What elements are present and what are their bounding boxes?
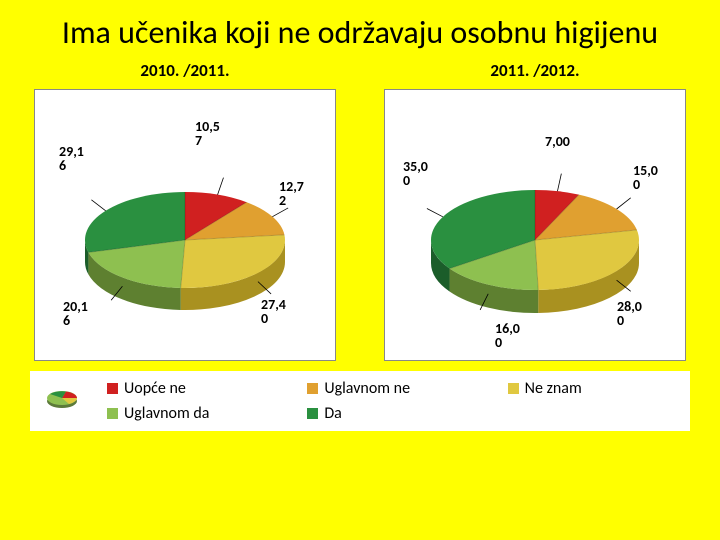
slice-label: 16,0 0	[495, 322, 520, 350]
legend-grid: Uopće ne Uglavnom ne Ne znam Uglavnom da Da	[107, 379, 678, 423]
slice-label: 20,1 6	[63, 300, 88, 328]
slice-label: 15,0 0	[633, 164, 658, 192]
legend-mini-pie-icon	[42, 387, 82, 416]
legend-swatch	[307, 383, 318, 394]
charts-row: 2010. /2011. 10,5 7 12,7 2 27,4 0 20,1 6 29,…	[0, 55, 720, 361]
legend-swatch	[508, 383, 519, 394]
legend-label: Ne znam	[525, 379, 582, 398]
slice-label: 35,0 0	[403, 160, 428, 188]
chart-column-left: 2010. /2011. 10,5 7 12,7 2 27,4 0 20,1 6 29,…	[20, 55, 350, 361]
legend-label: Uglavnom ne	[324, 379, 410, 398]
slice-label: 28,0 0	[617, 300, 642, 328]
legend-item: Uglavnom da	[107, 404, 277, 423]
slice-label: 10,5 7	[195, 120, 220, 148]
legend-label: Uglavnom da	[124, 404, 209, 423]
pie-chart-2010: 10,5 7 12,7 2 27,4 0 20,1 6 29,1 6	[34, 89, 336, 361]
legend-item: Uglavnom ne	[307, 379, 477, 398]
page-title: Ima učenika koji ne održavaju osobnu hig…	[0, 0, 720, 55]
legend-panel: Uopće ne Uglavnom ne Ne znam Uglavnom da Da	[30, 371, 690, 431]
slice-label: 12,7 2	[279, 180, 304, 208]
legend-swatch	[307, 408, 318, 419]
chart-label-2011: 2011. /2012.	[490, 60, 579, 81]
legend-item: Ne znam	[508, 379, 678, 398]
legend-label: Uopće ne	[124, 379, 186, 398]
pie-chart-2011: 7,00 15,0 0 28,0 0 16,0 0 35,0 0	[384, 89, 686, 361]
legend-label: Da	[324, 404, 342, 423]
slice-label: 29,1 6	[59, 145, 84, 173]
legend-swatch	[107, 383, 118, 394]
chart-label-2010: 2010. /2011.	[140, 60, 229, 81]
legend-item: Uopće ne	[107, 379, 277, 398]
legend-swatch	[107, 408, 118, 419]
slice-label: 7,00	[545, 135, 570, 149]
slice-label: 27,4 0	[261, 298, 286, 326]
chart-column-right: 2011. /2012. 7,00 15,0 0 28,0 0 16,0 0 35,0 …	[370, 55, 700, 361]
legend-item: Da	[307, 404, 477, 423]
